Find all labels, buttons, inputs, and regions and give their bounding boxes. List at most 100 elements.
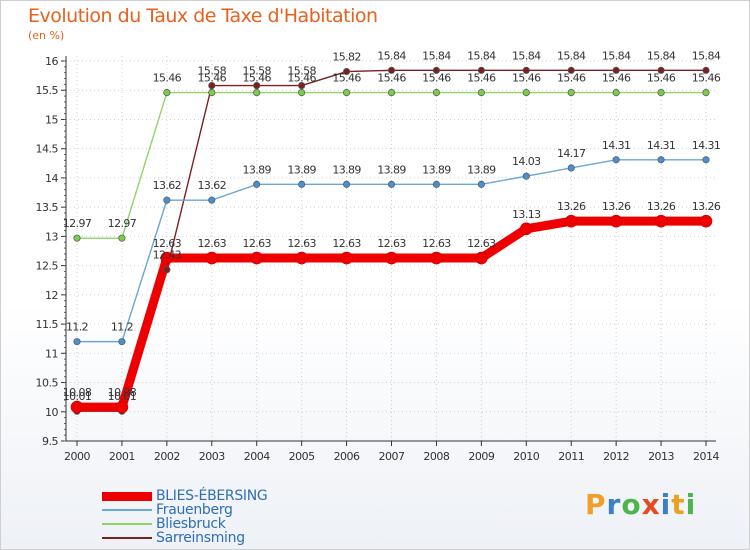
x-tick-label: 2002 xyxy=(154,450,180,463)
data-point xyxy=(385,251,398,265)
data-label: 12.63 xyxy=(467,237,496,250)
data-point xyxy=(253,89,261,97)
data-point xyxy=(118,338,126,346)
data-label: 13.13 xyxy=(512,208,541,221)
legend-swatch xyxy=(102,509,152,511)
data-label: 15.84 xyxy=(377,49,406,62)
y-tick-label: 14.5 xyxy=(36,143,59,156)
x-tick-label: 2000 xyxy=(64,450,90,463)
data-point xyxy=(432,89,440,97)
data-point xyxy=(253,82,261,90)
data-label: 15.84 xyxy=(467,49,496,62)
data-point xyxy=(522,66,530,74)
data-label: 11.2 xyxy=(111,321,133,334)
legend-item: Bliesbruck xyxy=(102,517,226,531)
data-label: 12.63 xyxy=(287,237,316,250)
y-tick-label: 14 xyxy=(45,172,58,185)
y-tick-label: 15.5 xyxy=(36,84,59,97)
y-tick-label: 15 xyxy=(45,113,58,126)
data-label: 15.46 xyxy=(422,72,451,85)
legend-swatch xyxy=(102,491,152,501)
data-point xyxy=(163,196,171,204)
legend-item: Sarreinsming xyxy=(102,531,245,545)
data-point xyxy=(163,266,171,274)
chart-title: Evolution du Taux de Taxe d'Habitation xyxy=(28,5,378,27)
x-tick-label: 2010 xyxy=(513,450,539,463)
data-point xyxy=(519,222,533,236)
data-point xyxy=(208,82,216,90)
data-point xyxy=(387,89,396,97)
data-label: 15.46 xyxy=(332,72,361,85)
y-tick-label: 10.5 xyxy=(36,377,59,390)
legend-label: Frauenberg xyxy=(156,502,233,518)
data-label: 15.84 xyxy=(557,49,586,62)
data-label: 15.46 xyxy=(377,72,406,85)
logo-letter: r xyxy=(606,488,622,521)
data-point xyxy=(477,66,485,74)
data-point xyxy=(475,251,488,265)
data-label: 15.82 xyxy=(332,51,361,64)
legend-label: Sarreinsming xyxy=(156,530,245,546)
data-label: 14.31 xyxy=(692,139,721,152)
data-label: 13.89 xyxy=(467,163,496,176)
data-label: 14.31 xyxy=(602,139,631,152)
data-point xyxy=(343,89,351,97)
data-label: 10.08 xyxy=(63,386,92,399)
data-point xyxy=(163,89,171,97)
data-label: 13.89 xyxy=(332,163,361,176)
x-tick-label: 2013 xyxy=(648,450,674,463)
y-tick-label: 16 xyxy=(45,55,58,68)
x-tick-label: 2006 xyxy=(334,450,360,463)
data-point xyxy=(477,89,485,97)
data-point xyxy=(343,180,351,188)
data-label: 15.46 xyxy=(647,72,676,85)
data-label: 15.46 xyxy=(287,72,316,85)
data-point xyxy=(657,66,665,74)
data-point xyxy=(432,66,440,74)
data-point xyxy=(73,338,81,346)
data-label: 13.89 xyxy=(287,163,316,176)
logo-letter: o xyxy=(621,488,642,521)
x-tick-label: 2001 xyxy=(109,450,135,463)
data-label: 13.89 xyxy=(377,163,406,176)
data-label: 12.63 xyxy=(242,237,271,250)
data-label: 15.84 xyxy=(512,49,541,62)
x-tick-label: 2007 xyxy=(379,450,405,463)
data-point xyxy=(567,66,575,74)
y-tick-label: 11 xyxy=(45,347,58,360)
data-label: 15.46 xyxy=(557,72,586,85)
data-label: 15.46 xyxy=(242,72,271,85)
x-tick-label: 2012 xyxy=(603,450,629,463)
data-point xyxy=(253,180,261,188)
data-point xyxy=(73,234,81,242)
data-point xyxy=(387,66,396,74)
data-label: 14.03 xyxy=(512,155,541,168)
data-point xyxy=(205,251,219,265)
legend-item: BLIES-ÉBERSING xyxy=(102,489,268,503)
y-tick-label: 12.5 xyxy=(36,260,59,273)
data-label: 10.01 xyxy=(63,390,92,403)
data-point xyxy=(432,180,440,188)
data-label: 15.58 xyxy=(198,65,227,78)
data-label: 15.46 xyxy=(692,72,721,85)
x-tick-label: 2005 xyxy=(289,450,315,463)
data-point xyxy=(612,156,620,164)
x-tick-label: 2011 xyxy=(558,450,584,463)
x-tick-label: 2009 xyxy=(468,450,494,463)
data-point xyxy=(70,400,84,414)
data-point xyxy=(657,156,665,164)
data-point xyxy=(387,180,396,188)
data-label: 15.84 xyxy=(692,49,721,62)
data-label: 15.46 xyxy=(602,72,631,85)
data-label: 15.84 xyxy=(602,49,631,62)
data-point xyxy=(564,214,578,228)
data-point xyxy=(343,67,351,76)
y-tick-label: 10 xyxy=(45,406,58,419)
data-label: 10.01 xyxy=(108,390,137,403)
data-point xyxy=(160,251,174,265)
data-point xyxy=(567,89,575,97)
chart-unit-label: (en %) xyxy=(28,29,65,42)
data-point xyxy=(118,234,126,242)
data-label: 13.89 xyxy=(422,163,451,176)
